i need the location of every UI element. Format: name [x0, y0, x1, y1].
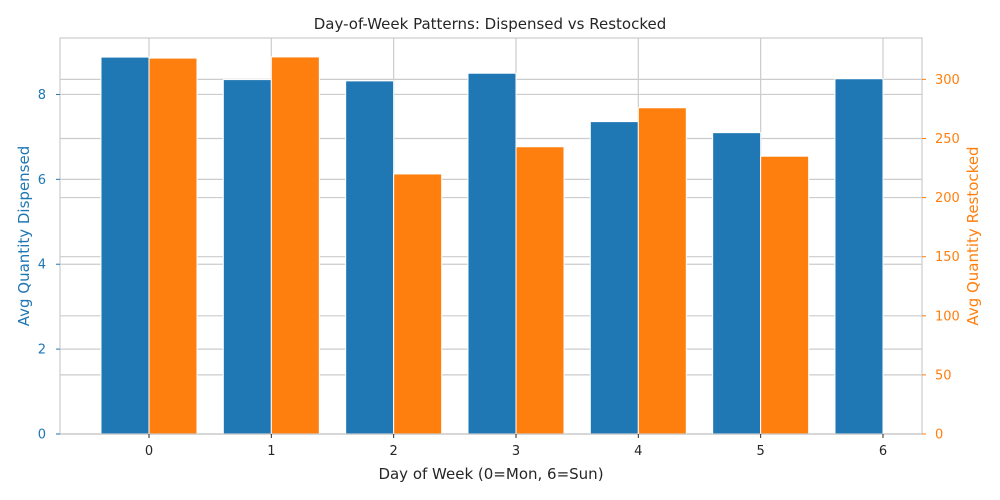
- plot-frame: [59, 37, 923, 435]
- x-tick-label: 0: [145, 444, 153, 459]
- x-tick-label: 3: [512, 444, 520, 459]
- bars: [100, 56, 884, 435]
- x-tick-label: 4: [634, 444, 642, 459]
- tick-labels: 0 1 2 3 4 5 6 0 2 4 6 8 0 50 100 150 200 250 300: [38, 73, 960, 459]
- x-tick-label: 1: [267, 444, 275, 459]
- bar-dispensed: [834, 78, 884, 435]
- y-right-tick-label: 50: [935, 368, 952, 383]
- bar-dispensed: [345, 80, 395, 435]
- y-left-tick-label: 8: [38, 88, 46, 103]
- bar-dispensed: [467, 72, 517, 435]
- bar-restocked: [515, 146, 565, 435]
- chart-title: Day-of-Week Patterns: Dispensed vs Resto…: [314, 15, 667, 33]
- bar-restocked: [270, 56, 320, 435]
- y-left-tick-label: 6: [38, 173, 46, 188]
- bar-dispensed: [100, 56, 150, 435]
- y-right-tick-label: 200: [935, 191, 960, 206]
- bar-dispensed: [222, 79, 272, 435]
- bar-restocked: [148, 57, 198, 435]
- y-right-tick-label: 100: [935, 309, 960, 324]
- x-axis-label: Day of Week (0=Mon, 6=Sun): [378, 465, 603, 483]
- y-left-tick-label: 2: [38, 343, 46, 358]
- x-tick-label: 2: [390, 444, 398, 459]
- y-right-tick-label: 300: [935, 73, 960, 88]
- bar-restocked: [637, 107, 687, 435]
- y-left-tick-label: 4: [38, 258, 46, 273]
- y-axis-right-label: Avg Quantity Restocked: [964, 146, 982, 325]
- y-right-tick-label: 0: [935, 428, 943, 443]
- y-left-tick-label: 0: [38, 428, 46, 443]
- bar-dispensed: [589, 121, 639, 435]
- y-axis-left-label: Avg Quantity Dispensed: [15, 146, 33, 327]
- y-right-tick-label: 150: [935, 250, 960, 265]
- bar-restocked: [760, 155, 810, 435]
- bar-dispensed: [712, 132, 762, 435]
- bar-restocked: [393, 173, 443, 435]
- x-tick-label: 6: [879, 444, 887, 459]
- x-tick-label: 5: [757, 444, 765, 459]
- y-right-tick-label: 250: [935, 132, 960, 147]
